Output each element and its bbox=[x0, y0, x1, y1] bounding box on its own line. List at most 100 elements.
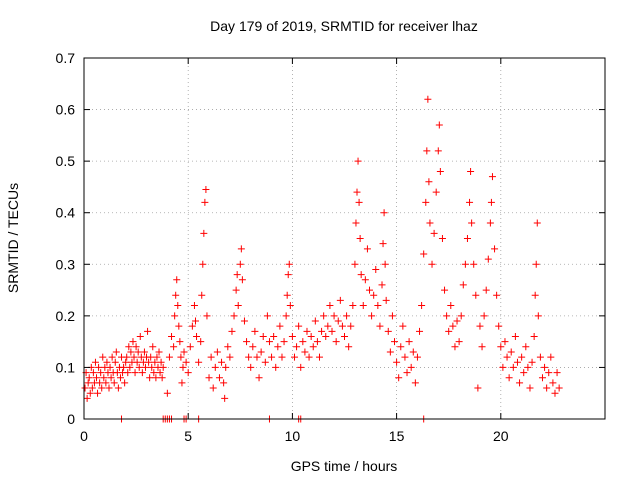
data-point bbox=[98, 384, 106, 392]
data-point bbox=[222, 363, 230, 371]
data-point bbox=[200, 229, 208, 237]
data-point bbox=[349, 302, 357, 310]
data-point bbox=[370, 291, 378, 299]
data-point bbox=[203, 312, 211, 320]
data-point bbox=[286, 302, 294, 310]
data-point bbox=[478, 343, 486, 351]
data-point bbox=[482, 286, 490, 294]
data-point bbox=[545, 369, 553, 377]
data-point bbox=[96, 379, 104, 387]
data-point bbox=[107, 374, 115, 382]
data-point bbox=[220, 379, 228, 387]
data-point bbox=[416, 327, 424, 335]
data-point bbox=[403, 369, 411, 377]
data-point bbox=[541, 363, 549, 371]
data-point bbox=[85, 374, 93, 382]
data-point bbox=[253, 353, 261, 361]
data-point bbox=[122, 358, 130, 366]
data-point bbox=[170, 343, 178, 351]
data-point bbox=[328, 327, 336, 335]
data-point bbox=[461, 260, 469, 268]
data-point bbox=[132, 343, 140, 351]
data-point bbox=[384, 327, 392, 335]
data-point bbox=[322, 332, 330, 340]
data-point bbox=[359, 302, 367, 310]
data-point bbox=[177, 353, 185, 361]
data-point bbox=[150, 369, 158, 377]
data-point bbox=[353, 188, 361, 196]
data-point bbox=[130, 353, 138, 361]
data-point bbox=[178, 379, 186, 387]
data-point bbox=[191, 317, 199, 325]
data-point bbox=[257, 348, 265, 356]
data-point bbox=[332, 338, 340, 346]
y-tick-label: 0.6 bbox=[56, 102, 76, 118]
data-point bbox=[151, 358, 159, 366]
data-point bbox=[547, 353, 555, 361]
plot-frame bbox=[83, 57, 606, 420]
data-point bbox=[324, 322, 332, 330]
data-point bbox=[148, 363, 156, 371]
y-tick-label: 0.1 bbox=[56, 359, 76, 375]
data-point bbox=[391, 338, 399, 346]
data-point bbox=[236, 260, 244, 268]
data-point bbox=[110, 379, 118, 387]
data-point bbox=[493, 291, 501, 299]
data-point bbox=[111, 358, 119, 366]
data-point bbox=[499, 363, 507, 371]
data-point bbox=[428, 260, 436, 268]
data-point bbox=[175, 322, 183, 330]
data-point bbox=[432, 188, 440, 196]
axis-ticks: 0 0.1 0.2 0.3 0.4 0.5 0.6 0.7 0 5 10 15 20 bbox=[56, 50, 605, 444]
chart-title: Day 179 of 2019, SRMTID for receiver lha… bbox=[210, 18, 478, 34]
x-axis-label: GPS time / hours bbox=[291, 458, 398, 474]
data-point bbox=[180, 348, 188, 356]
data-point bbox=[288, 332, 296, 340]
data-point bbox=[99, 353, 107, 361]
data-point bbox=[152, 374, 160, 382]
data-point bbox=[468, 219, 476, 227]
data-point bbox=[112, 348, 120, 356]
data-point bbox=[420, 250, 428, 258]
data-point bbox=[441, 286, 449, 294]
data-point bbox=[423, 147, 431, 155]
data-point bbox=[445, 327, 453, 335]
data-point bbox=[530, 332, 538, 340]
data-point bbox=[480, 312, 488, 320]
data-point bbox=[509, 363, 517, 371]
data-point bbox=[405, 338, 413, 346]
data-point bbox=[197, 338, 205, 346]
data-point bbox=[153, 353, 161, 361]
data-point bbox=[127, 348, 135, 356]
data-point bbox=[274, 343, 282, 351]
y-axis-label: SRMTID / TECUs bbox=[5, 183, 21, 293]
data-point bbox=[224, 343, 232, 351]
data-point bbox=[259, 332, 267, 340]
data-point bbox=[524, 363, 532, 371]
data-point bbox=[84, 379, 92, 387]
data-point bbox=[159, 363, 167, 371]
data-point bbox=[176, 338, 184, 346]
x-tick-label: 15 bbox=[389, 428, 405, 444]
data-point bbox=[443, 312, 451, 320]
data-point bbox=[351, 260, 359, 268]
data-point bbox=[453, 317, 461, 325]
data-point bbox=[503, 353, 511, 361]
data-point bbox=[198, 291, 206, 299]
data-point bbox=[330, 312, 338, 320]
data-point bbox=[436, 167, 444, 175]
data-point bbox=[501, 338, 509, 346]
data-point bbox=[551, 389, 559, 397]
data-point bbox=[491, 245, 499, 253]
data-point bbox=[534, 312, 542, 320]
data-point bbox=[449, 322, 457, 330]
data-point bbox=[295, 322, 303, 330]
data-point bbox=[368, 312, 376, 320]
data-point bbox=[301, 348, 309, 356]
data-point bbox=[341, 332, 348, 340]
data-point bbox=[543, 384, 551, 392]
data-point bbox=[424, 95, 432, 103]
data-point bbox=[91, 358, 99, 366]
data-point bbox=[476, 322, 484, 330]
x-tick-label: 20 bbox=[493, 428, 509, 444]
